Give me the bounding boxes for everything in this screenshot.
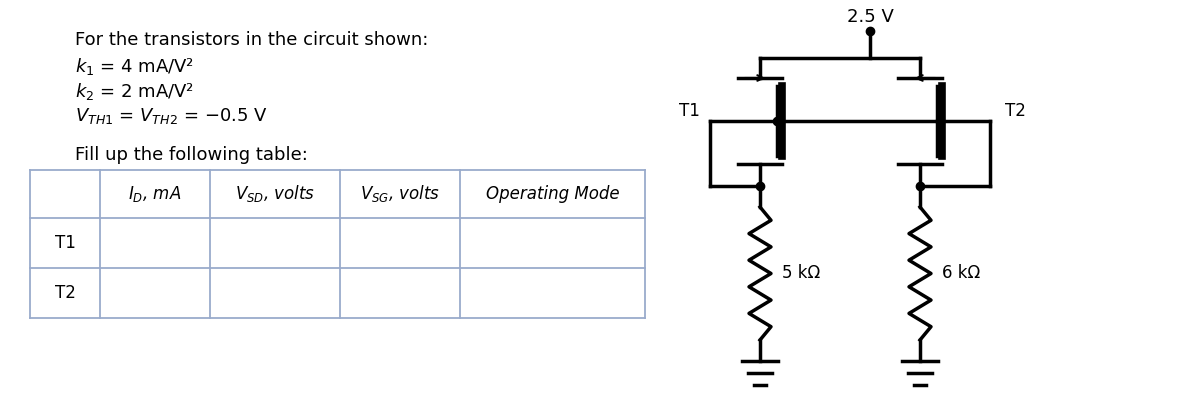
Text: 6 kΩ: 6 kΩ xyxy=(942,265,980,282)
Text: 5 kΩ: 5 kΩ xyxy=(782,265,821,282)
Text: Operating Mode: Operating Mode xyxy=(486,185,619,203)
Text: For the transistors in the circuit shown:: For the transistors in the circuit shown… xyxy=(74,31,428,49)
Text: $I_D$, mA: $I_D$, mA xyxy=(128,184,181,204)
Text: 2.5 V: 2.5 V xyxy=(846,8,894,26)
Text: $V_{SG}$, volts: $V_{SG}$, volts xyxy=(360,183,440,205)
Text: $k_1$ = 4 mA/V²: $k_1$ = 4 mA/V² xyxy=(74,56,194,77)
Text: T1: T1 xyxy=(54,234,76,252)
Text: $V_{SD}$, volts: $V_{SD}$, volts xyxy=(235,183,316,205)
Text: Fill up the following table:: Fill up the following table: xyxy=(74,146,308,164)
Text: $V_{TH1}$ = $V_{TH2}$ = −0.5 V: $V_{TH1}$ = $V_{TH2}$ = −0.5 V xyxy=(74,106,268,126)
Text: $k_2$ = 2 mA/V²: $k_2$ = 2 mA/V² xyxy=(74,81,194,102)
Text: T2: T2 xyxy=(1006,102,1026,120)
Text: T2: T2 xyxy=(54,284,76,302)
Text: T1: T1 xyxy=(679,102,700,120)
